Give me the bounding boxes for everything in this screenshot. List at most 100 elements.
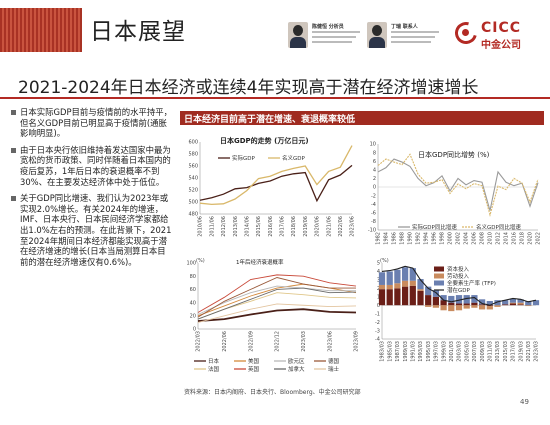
y-tick-label: 80: [190, 274, 196, 280]
x-tick-label: 2010/06: [198, 216, 204, 237]
x-tick-label: 2023/09: [354, 331, 360, 352]
y-tick-label: -1: [375, 311, 380, 317]
bar-segment: [432, 305, 440, 308]
bar-segment: [440, 295, 447, 301]
y-tick-label: 600: [188, 140, 198, 146]
bar-segment: [494, 305, 501, 307]
bar-segment: [463, 303, 470, 306]
y-tick-label: -2: [371, 193, 376, 199]
bar-segment: [525, 305, 532, 307]
y-tick-label: 2: [377, 286, 380, 292]
headline-divider: [0, 97, 550, 99]
x-tick-label: 2015/03: [503, 341, 509, 362]
x-tick-label: 2023/03: [301, 331, 307, 352]
y-tick-label: 3: [377, 278, 380, 284]
x-tick-label: 2000: [448, 232, 454, 245]
series-line-4: [197, 292, 357, 320]
bar-segment: [502, 300, 509, 305]
y-tick-label: 520: [188, 188, 198, 194]
x-tick-label: 2018: [520, 232, 526, 245]
legend-label: 法国: [208, 365, 220, 373]
bar-segment: [478, 305, 486, 310]
x-tick-label: 2016/06: [268, 216, 274, 237]
page-title: 日本展望: [90, 19, 186, 45]
series-line-5: [197, 274, 357, 313]
x-tick-label: 2022/06: [338, 216, 344, 237]
x-tick-label: 2021/03: [526, 341, 532, 362]
bar-segment: [432, 290, 440, 297]
bar-segment: [471, 302, 478, 306]
x-tick-label: 2019/06: [303, 216, 309, 237]
x-tick-label: 1982: [376, 232, 382, 245]
bar-segment: [478, 299, 486, 305]
x-tick-label: 1988: [400, 232, 406, 245]
y-tick-label: 20: [190, 314, 196, 320]
bar-segment: [386, 289, 393, 306]
y-tick-label: 4: [373, 168, 376, 174]
legend-label: 欧元区: [288, 357, 305, 365]
x-tick-label: 1983/03: [380, 341, 386, 362]
bar-segment: [448, 295, 455, 303]
bar-segment: [378, 289, 386, 306]
x-tick-label: 2022/09: [248, 331, 254, 352]
bar-segment: [509, 298, 517, 303]
series-line-3: [197, 277, 356, 318]
gdp-level-chart: 日本GDP的走势 (万亿日元) 480 500 520 540 560 580 600 201…: [180, 128, 360, 256]
bar-segment: [440, 300, 447, 306]
y-tick-label: -8: [371, 219, 376, 225]
x-tick-label: 2007/03: [472, 341, 478, 362]
source-note: 资料来源：日本内阁府、日本央行、Bloomberg、中金公司研究部: [184, 389, 361, 396]
x-tick-label: 2021/06: [326, 216, 332, 237]
chart-title: 日本GDP同比增势 (%): [418, 151, 490, 159]
x-tick-label: 2014: [504, 232, 510, 245]
analyst-name-1: 陈健恒 分析员: [312, 24, 344, 30]
series-line-6: [197, 287, 357, 320]
legend-label: 潜在GDP: [447, 286, 470, 294]
legend-label: 名义GDP同比增速: [476, 223, 521, 231]
legend-label: 英国: [248, 365, 260, 373]
x-tick-label: 1998: [440, 232, 446, 245]
x-tick-label: 2023/06: [327, 331, 333, 352]
x-tick-label: 2014/06: [244, 216, 250, 237]
x-tick-label: 2002: [456, 232, 462, 245]
analyst-card-1: 陈健恒 分析员: [288, 22, 368, 60]
y-tick-label: 480: [188, 212, 198, 218]
bar-segment: [432, 296, 440, 306]
x-tick-label: 2019/03: [518, 341, 524, 362]
x-tick-label: 1996: [432, 232, 438, 245]
slide-headline: 2021-2024年日本经济或连续4年实现高于潜在经济增速增长: [18, 78, 479, 98]
bar-segment: [494, 300, 501, 306]
bar-segment: [394, 288, 401, 306]
bar-segment: [478, 304, 486, 306]
chart-title: 日本GDP的走势 (万亿日元): [220, 137, 309, 145]
slide-header: 日本展望 陈健恒 分析员 丁瑞 联系人 CICC 中金公司: [0, 0, 550, 66]
bar-segment: [509, 302, 517, 304]
bar-segment: [401, 267, 409, 281]
x-tick-label: 2022: [536, 232, 542, 245]
bar-segment: [532, 300, 540, 306]
bar-segment: [455, 305, 463, 311]
x-tick-label: 2013/03: [495, 341, 501, 362]
x-tick-label: 2004: [464, 232, 470, 245]
x-tick-label: 1992: [416, 232, 422, 245]
x-tick-label: 2012: [496, 232, 502, 245]
gdp-yoy-chart: 日本GDP同比增势 (%) -10 -8 -6 -4 -2 0 2 4 6 8 10 1982 1984…: [364, 128, 544, 256]
x-tick-label: 2020/06: [315, 216, 321, 237]
x-tick-label: 2003/03: [457, 341, 463, 362]
legend-label: 加拿大: [288, 365, 305, 373]
bar-segment: [471, 295, 478, 303]
x-tick-label: 1991/03: [411, 341, 417, 362]
bar-segment: [509, 303, 517, 306]
legend-swatch: [434, 273, 444, 279]
x-tick-label: 1999/03: [441, 341, 447, 362]
legend-label: 实际GDP: [232, 154, 255, 162]
x-tick-label: 1989/03: [403, 341, 409, 362]
y-tick-label: 10: [370, 142, 376, 148]
y-unit-label: (%): [380, 258, 389, 264]
bar-segment: [394, 269, 401, 284]
chart-panel-title: 日本经济目前高于潜在增速、衰退概率较低: [184, 115, 356, 125]
x-tick-label: 2012/06: [221, 216, 227, 237]
bar-segment: [386, 271, 393, 285]
y-tick-label: 60: [190, 287, 196, 293]
x-tick-label: 2017/03: [511, 341, 517, 362]
